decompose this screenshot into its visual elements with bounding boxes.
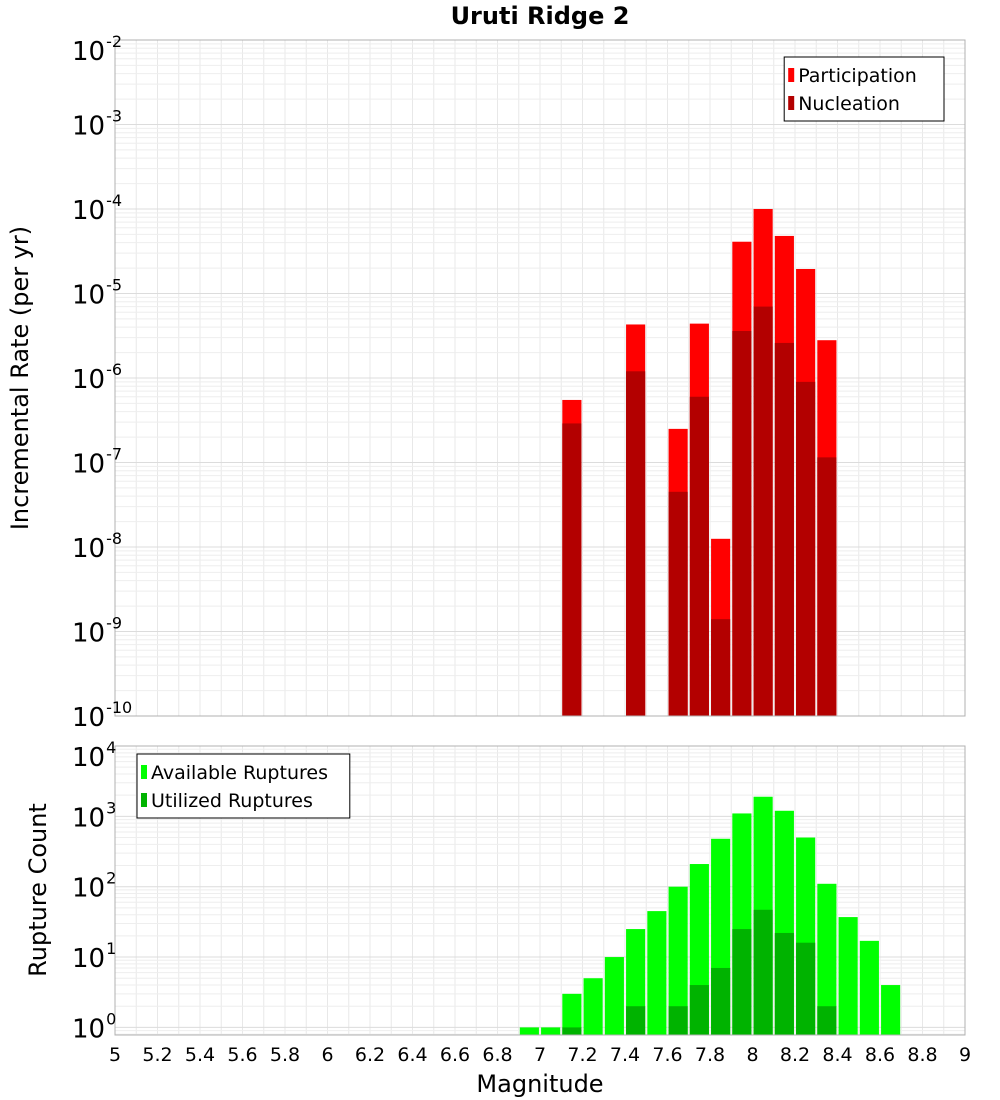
top-legend-label: Nucleation — [798, 93, 900, 115]
bottom-bar-available-ruptures — [647, 911, 667, 1035]
bottom-x-tick-label: 5.2 — [142, 1044, 172, 1066]
bottom-bar-available-ruptures — [859, 940, 879, 1035]
top-grid — [114, 40, 966, 717]
top-legend-label: Participation — [798, 65, 917, 87]
bottom-x-tick-label: 5.6 — [227, 1044, 257, 1066]
bottom-y-tick-label: 100 — [72, 1009, 116, 1044]
bottom-x-tick-label: 6.6 — [440, 1044, 470, 1066]
bottom-legend: Available Ruptures Utilized Ruptures — [136, 753, 351, 819]
bottom-bar-utilized-ruptures — [711, 967, 731, 1035]
top-y-tick-label: 10-8 — [72, 529, 122, 564]
bottom-bar-available-ruptures — [562, 993, 582, 1035]
top-y-tick-label: 10-3 — [72, 107, 122, 142]
bottom-bar-utilized-ruptures — [796, 942, 816, 1035]
bottom-x-ticks: 5 5.2 5.4 5.6 5.8 6 6.2 6.4 6.6 6.8 7 7.2 7.4 7.6 7.8 8… — [109, 1044, 971, 1066]
bottom-x-tick-label: 8.4 — [822, 1044, 852, 1066]
bottom-bar-available-ruptures — [541, 1027, 561, 1035]
top-bars — [562, 209, 837, 716]
bottom-bar-utilized-ruptures — [562, 1027, 582, 1035]
bottom-bar-available-ruptures — [838, 917, 858, 1035]
top-legend-swatch — [788, 68, 795, 82]
bottom-x-tick-label: 6.2 — [355, 1044, 385, 1066]
top-bar-nucleation — [711, 619, 731, 716]
bottom-x-tick-label: 7.6 — [652, 1044, 682, 1066]
top-legend-swatch — [788, 96, 795, 110]
bottom-bar-available-ruptures — [668, 886, 688, 1035]
rupture-count-plot: 100 101 102 103 104 Available Ruptures Utilize… — [72, 738, 971, 1066]
bottom-y-axis-label: Rupture Count — [24, 803, 52, 977]
chart-title: Uruti Ridge 2 — [451, 2, 630, 30]
top-y-tick-label: 10-4 — [72, 191, 122, 226]
top-plot-border — [114, 39, 966, 717]
bottom-x-tick-label: 8.2 — [780, 1044, 810, 1066]
bottom-bar-utilized-ruptures — [732, 929, 752, 1035]
bottom-x-tick-label: 8.6 — [865, 1044, 895, 1066]
top-bar-nucleation — [626, 371, 646, 716]
bottom-bar-utilized-ruptures — [774, 932, 794, 1035]
bottom-x-tick-label: 8.8 — [907, 1044, 937, 1066]
top-bar-nucleation — [732, 330, 752, 716]
bottom-x-tick-label: 5.8 — [270, 1044, 300, 1066]
bottom-x-tick-label: 7.4 — [610, 1044, 640, 1066]
top-bar-nucleation — [753, 306, 773, 716]
bottom-bar-utilized-ruptures — [689, 985, 709, 1035]
incremental-rate-plot: 10-10 10-9 10-8 10-7 10-6 10-5 10-4 10-3 10-2 Par… — [72, 32, 966, 733]
bottom-y-ticks: 100 101 102 103 104 — [72, 738, 116, 1044]
bottom-bar-available-ruptures — [881, 985, 901, 1035]
top-y-ticks: 10-10 10-9 10-8 10-7 10-6 10-5 10-4 10-3 10-2 — [72, 32, 132, 733]
bottom-legend-swatch — [141, 765, 147, 779]
bottom-bar-available-ruptures — [583, 978, 603, 1035]
bottom-bars — [519, 796, 901, 1035]
bottom-bar-available-ruptures — [519, 1027, 539, 1035]
top-y-tick-label: 10-6 — [72, 360, 122, 395]
top-legend-box — [783, 56, 945, 122]
bottom-bar-available-ruptures — [817, 883, 837, 1035]
top-y-tick-label: 10-7 — [72, 445, 122, 480]
top-bar-nucleation — [668, 491, 688, 716]
top-y-tick-label: 10-2 — [72, 32, 122, 67]
bottom-bar-utilized-ruptures — [668, 1006, 688, 1035]
bottom-bar-utilized-ruptures — [626, 1006, 646, 1035]
bottom-x-tick-label: 9 — [959, 1044, 971, 1066]
top-y-tick-label: 10-9 — [72, 614, 122, 649]
bottom-x-tick-label: 6.4 — [397, 1044, 427, 1066]
bottom-legend-swatch — [141, 793, 147, 807]
bottom-bar-utilized-ruptures — [753, 909, 773, 1035]
bottom-x-tick-label: 6.8 — [482, 1044, 512, 1066]
bottom-y-tick-label: 104 — [72, 738, 116, 773]
bottom-y-tick-label: 102 — [72, 869, 116, 904]
bottom-x-tick-label: 7.2 — [567, 1044, 597, 1066]
top-bar-nucleation — [796, 381, 816, 716]
top-bar-nucleation — [817, 457, 837, 716]
bottom-x-tick-label: 8 — [746, 1044, 758, 1066]
bottom-legend-label: Utilized Ruptures — [151, 790, 313, 812]
top-bar-nucleation — [689, 396, 709, 716]
x-axis-label: Magnitude — [476, 1070, 603, 1098]
top-y-axis-label: Incremental Rate (per yr) — [6, 226, 34, 530]
bottom-bar-available-ruptures — [604, 957, 624, 1035]
bottom-bar-utilized-ruptures — [817, 1006, 837, 1035]
top-y-tick-label: 10-5 — [72, 276, 122, 311]
bottom-x-tick-label: 5 — [109, 1044, 121, 1066]
bottom-y-tick-label: 101 — [72, 939, 116, 974]
bottom-x-tick-label: 6 — [321, 1044, 333, 1066]
bottom-legend-label: Available Ruptures — [151, 762, 328, 784]
bottom-legend-box — [136, 753, 351, 819]
bottom-x-tick-label: 5.4 — [185, 1044, 215, 1066]
bottom-plot-border — [114, 745, 966, 1036]
bottom-x-tick-label: 7 — [534, 1044, 546, 1066]
top-legend: Participation Nucleation — [783, 56, 945, 122]
bottom-x-tick-label: 7.8 — [695, 1044, 725, 1066]
top-bar-nucleation — [562, 423, 582, 716]
top-y-tick-label: 10-10 — [72, 698, 132, 733]
bottom-y-tick-label: 103 — [72, 798, 116, 833]
top-bar-nucleation — [774, 342, 794, 716]
